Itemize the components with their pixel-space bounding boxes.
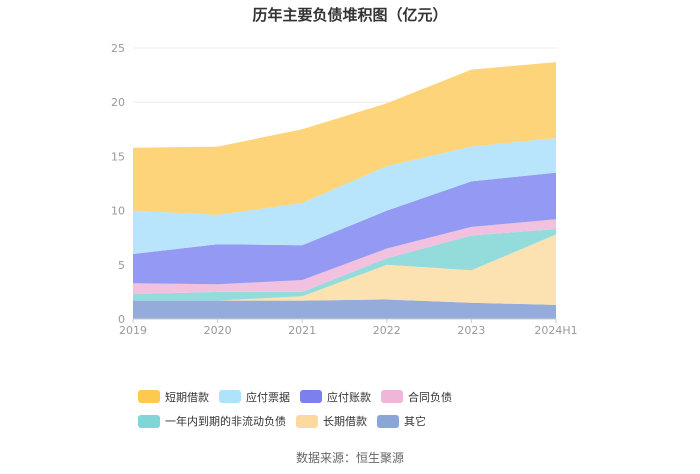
legend-item[interactable]: 应付票据 xyxy=(219,389,290,405)
legend-label: 合同负债 xyxy=(408,390,452,404)
y-tick-label: 5 xyxy=(118,259,125,272)
legend-item[interactable]: 应付账款 xyxy=(300,389,371,405)
legend-item[interactable]: 一年内到期的非流动负债 xyxy=(138,413,286,429)
legend-swatch xyxy=(296,414,318,428)
legend-label: 应付票据 xyxy=(246,390,290,404)
legend-item[interactable]: 合同负债 xyxy=(381,389,452,405)
x-tick-label: 2023 xyxy=(457,324,485,337)
y-tick-label: 10 xyxy=(111,205,125,218)
y-tick-label: 15 xyxy=(111,150,125,163)
legend-item[interactable]: 短期借款 xyxy=(138,389,209,405)
area-series-6 xyxy=(133,62,556,215)
x-tick-label: 2021 xyxy=(288,324,316,337)
x-tick-label: 2022 xyxy=(373,324,401,337)
area-series-4 xyxy=(133,172,556,285)
y-tick-label: 25 xyxy=(111,42,125,55)
area-series-0 xyxy=(133,299,556,319)
legend-swatch xyxy=(138,414,160,428)
legend-label: 短期借款 xyxy=(165,390,209,404)
legend-label: 长期借款 xyxy=(323,415,367,428)
legend-swatch xyxy=(138,390,160,403)
area-series-5 xyxy=(133,137,556,254)
legend-label: 其它 xyxy=(404,415,426,428)
chart-legend: 短期借款 应付票据 应付账款 合同负债一年内到期的非流动负债 长期借款 其它 xyxy=(138,388,598,437)
legend-swatch xyxy=(381,390,403,403)
legend-swatch xyxy=(377,414,399,428)
x-tick-label: 2024H1 xyxy=(534,324,577,337)
area-series-3 xyxy=(133,219,556,295)
stacked-area-chart: 0 5 10 15 20 25 2019 2020 2021 2022 2023 2024H1 xyxy=(111,42,578,337)
legend-swatch xyxy=(219,390,241,403)
chart-title: 历年主要负债堆积图（亿元） xyxy=(252,6,448,24)
legend-item[interactable]: 其它 xyxy=(377,413,426,429)
legend-label: 一年内到期的非流动负债 xyxy=(165,415,286,428)
y-tick-label: 20 xyxy=(111,96,125,109)
legend-swatch xyxy=(300,390,322,403)
legend-item[interactable]: 长期借款 xyxy=(296,413,367,429)
y-tick-label: 0 xyxy=(118,313,125,326)
x-tick-label: 2019 xyxy=(119,324,147,337)
data-source: 数据来源：恒生聚源 xyxy=(295,451,404,465)
area-series-1 xyxy=(133,234,556,305)
legend-label: 应付账款 xyxy=(327,390,371,404)
x-tick-label: 2020 xyxy=(204,324,232,337)
area-series-2 xyxy=(133,229,556,301)
